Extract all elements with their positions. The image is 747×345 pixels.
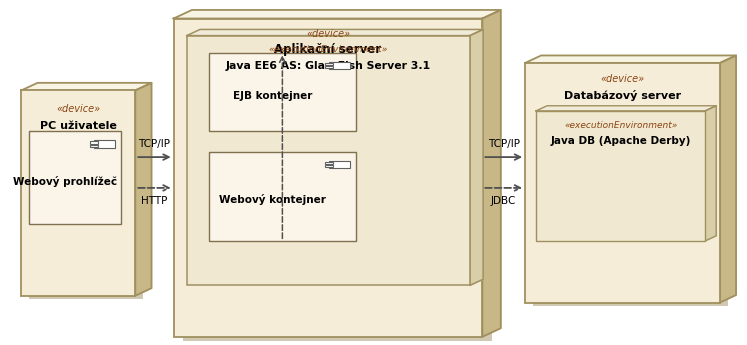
Polygon shape [483,10,500,337]
Text: Webový kontejner: Webový kontejner [220,194,326,205]
Bar [29,94,143,299]
Text: Java DB (Apache Derby): Java DB (Apache Derby) [551,136,691,146]
Polygon shape [135,83,152,296]
Polygon shape [470,29,483,285]
Bar [22,90,135,296]
Text: HTTP: HTTP [141,196,167,206]
Bar [329,161,350,168]
Polygon shape [173,10,500,19]
Text: «device»: «device» [306,29,350,39]
Bar [536,111,705,241]
Bar [187,36,470,285]
Polygon shape [525,56,736,63]
Bar [325,165,333,167]
Polygon shape [536,106,716,111]
Text: Databázový server: Databázový server [564,90,681,101]
Bar [325,162,333,164]
Bar [525,63,720,303]
Bar [94,140,115,148]
Text: Aplikační server: Aplikační server [274,43,382,56]
Text: «executionEnvironment»: «executionEnvironment» [269,46,388,55]
Text: «executionEnvironment»: «executionEnvironment» [564,121,678,130]
Text: Java EE6 AS: GlassFish Server 3.1: Java EE6 AS: GlassFish Server 3.1 [226,61,431,71]
Bar [173,19,483,337]
Text: PC uživatele: PC uživatele [40,121,117,131]
Bar [325,66,333,68]
Bar [90,141,98,144]
Polygon shape [22,83,152,90]
Bar [28,131,120,224]
Bar [90,145,98,147]
Bar [209,53,356,131]
Text: «device»: «device» [601,75,645,85]
Bar [209,152,356,241]
Text: TCP/IP: TCP/IP [138,139,170,149]
Bar [329,62,350,69]
Bar [325,62,333,65]
Text: TCP/IP: TCP/IP [488,139,520,149]
Text: JDBC: JDBC [491,196,516,206]
Polygon shape [705,106,716,241]
Text: «device»: «device» [56,104,100,114]
Bar [533,67,728,306]
Polygon shape [187,29,483,36]
Bar [183,23,492,341]
Polygon shape [720,56,736,303]
Text: EJB kontejner: EJB kontejner [233,90,312,100]
Text: Webový prohlížeč: Webový prohlížeč [13,176,117,187]
